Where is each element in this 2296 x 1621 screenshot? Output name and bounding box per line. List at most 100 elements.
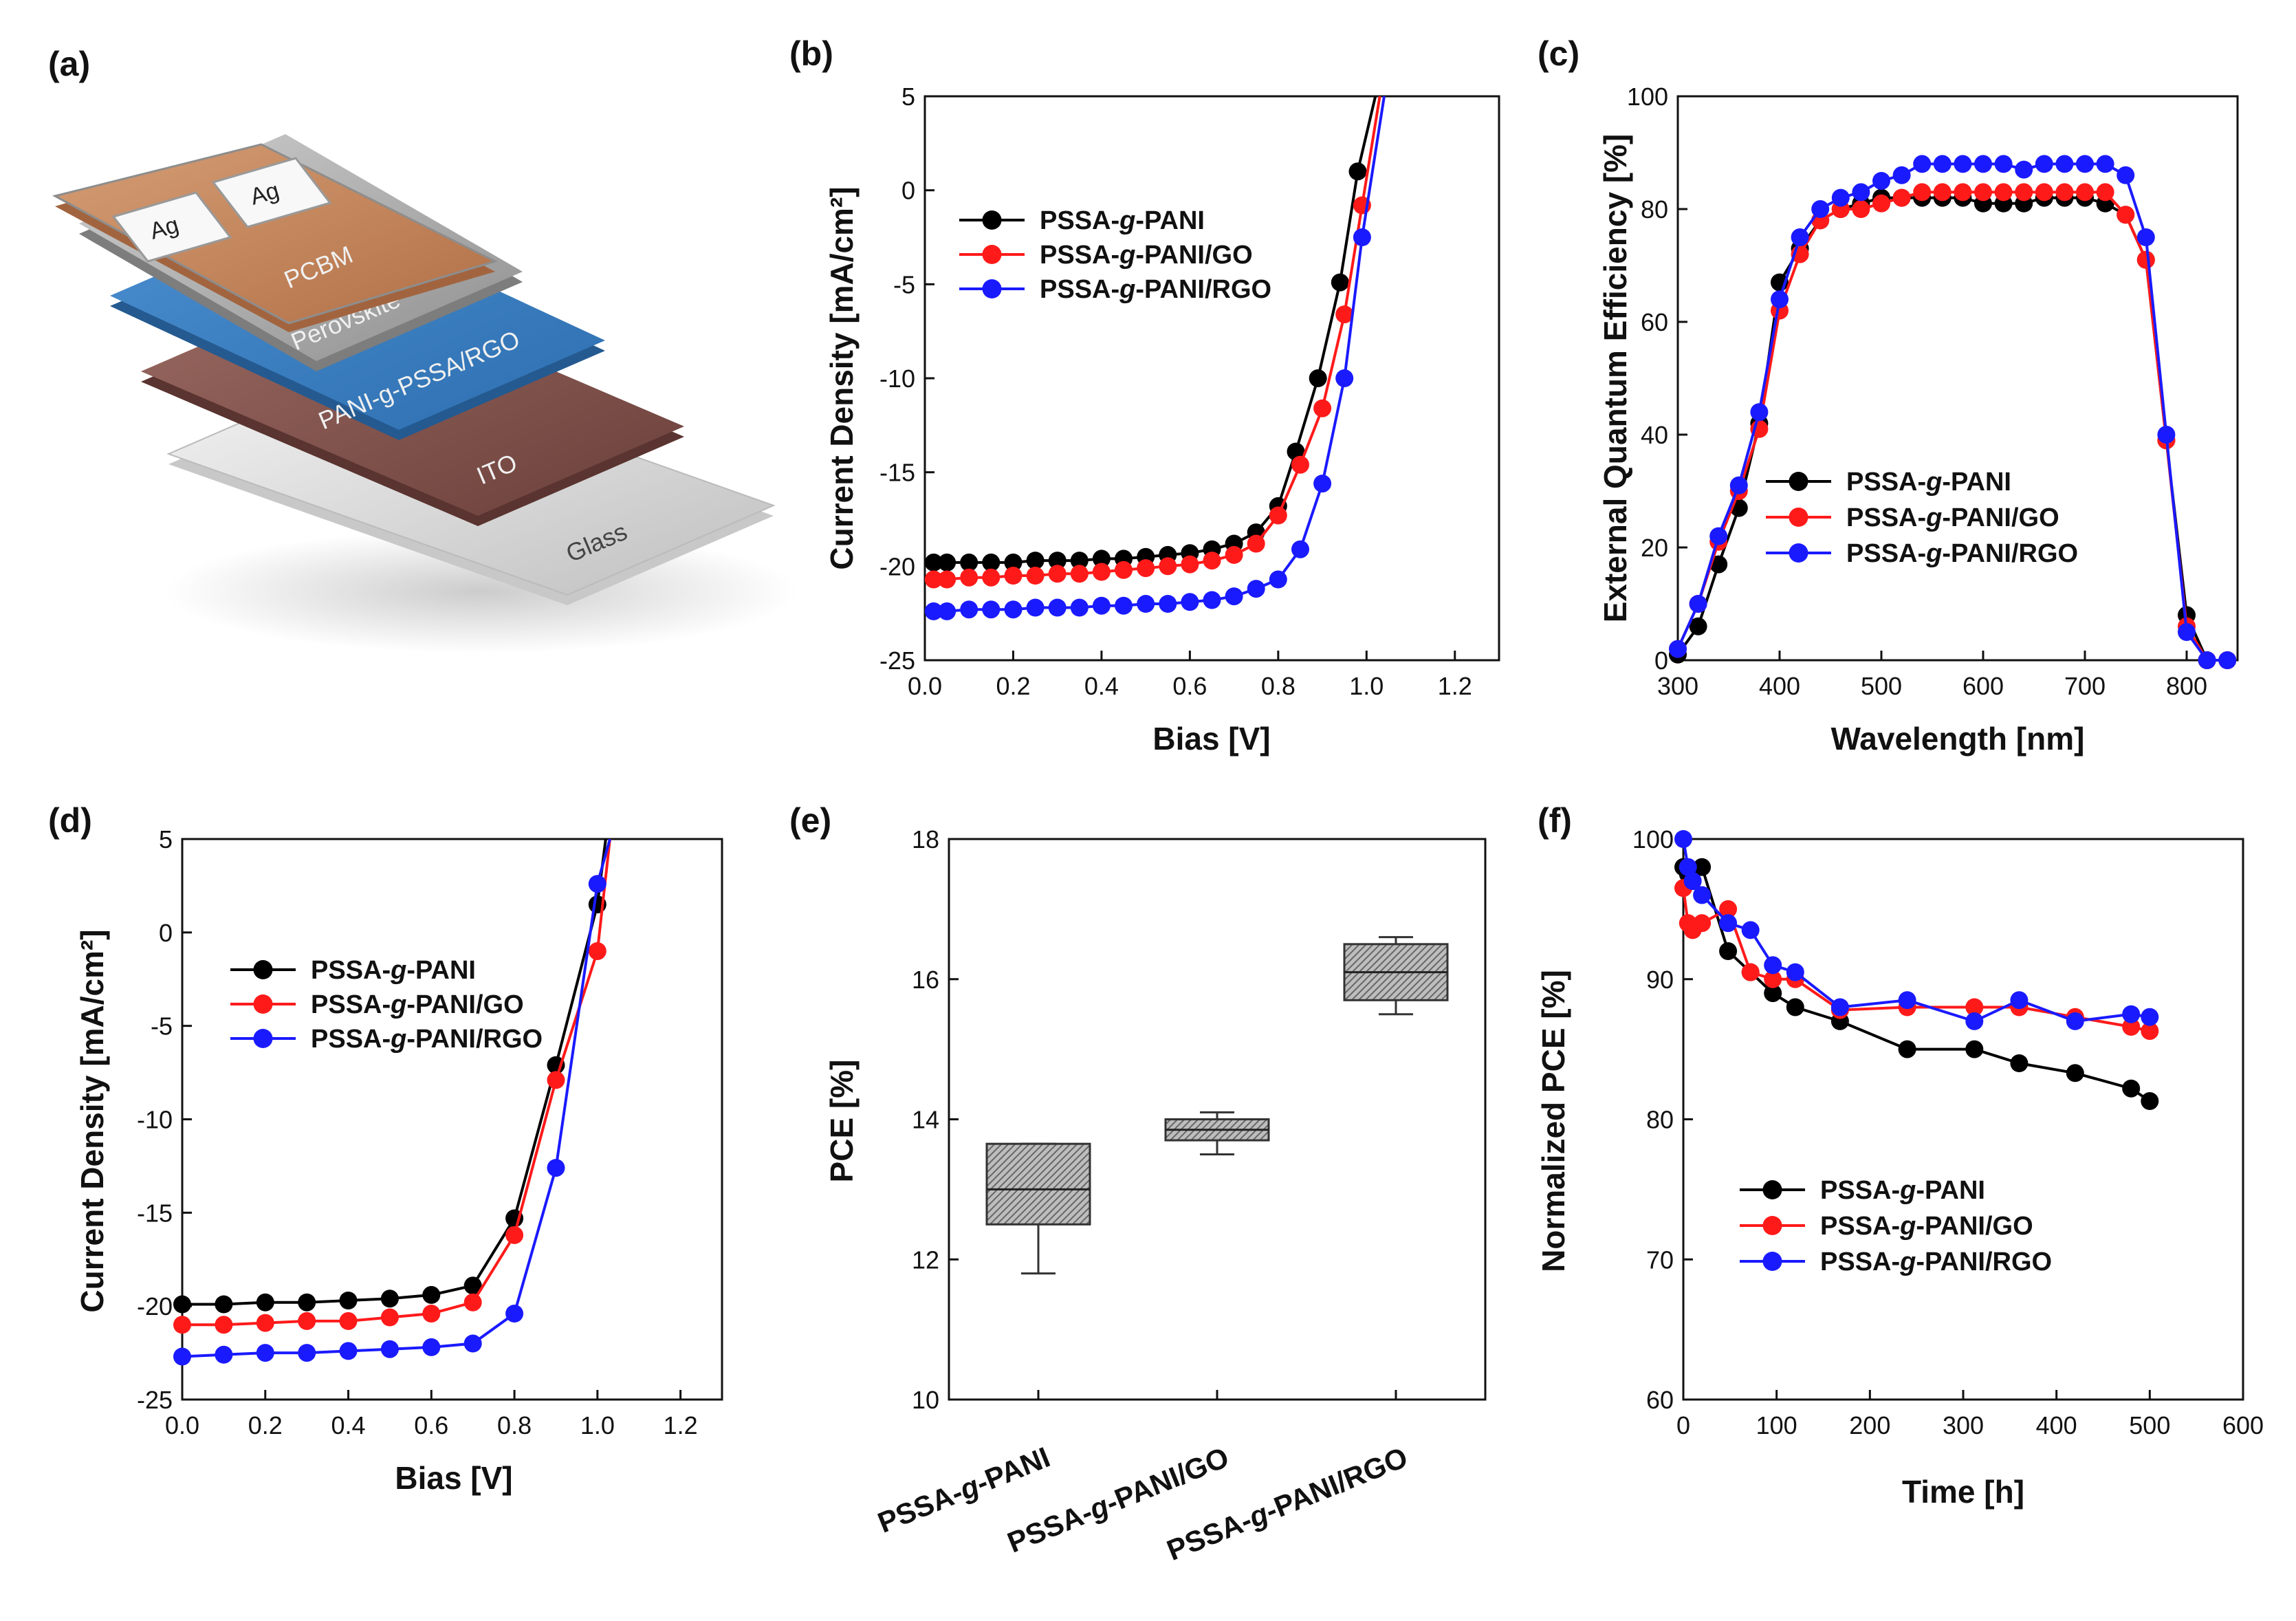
- legend-marker: [253, 960, 273, 979]
- data-point: [1764, 984, 1782, 1003]
- data-point: [2157, 426, 2176, 444]
- data-point: [938, 553, 956, 572]
- x-tick-label: 1.0: [580, 1411, 615, 1439]
- x-tick-label: 0.2: [996, 672, 1030, 700]
- x-tick-label: 0.0: [908, 672, 942, 700]
- data-point: [505, 1226, 524, 1244]
- data-point: [1070, 552, 1089, 570]
- data-point: [1004, 553, 1023, 572]
- data-point: [960, 600, 978, 619]
- data-point: [380, 1290, 399, 1308]
- ag-electrode-left: [111, 191, 232, 263]
- y-tick-label: 0: [159, 919, 173, 947]
- y-tick-label: 5: [901, 83, 915, 111]
- data-point: [1719, 900, 1738, 918]
- x-tick-label: 600: [2222, 1411, 2264, 1439]
- x-tick-label: 700: [2064, 672, 2106, 700]
- legend-marker: [253, 1029, 273, 1048]
- data-point: [2015, 183, 2033, 202]
- data-point: [2136, 228, 2155, 246]
- x-axis-label: Time [h]: [1902, 1474, 2024, 1510]
- data-point: [422, 1285, 441, 1304]
- data-point: [588, 875, 606, 893]
- data-point: [1092, 550, 1111, 568]
- data-point: [1348, 162, 1367, 181]
- y-tick-label: -10: [137, 1106, 173, 1134]
- x-tick-label: 0.0: [165, 1411, 199, 1439]
- legend-entry: PSSA-g-PANI/GO: [311, 990, 524, 1019]
- data-point: [215, 1345, 233, 1364]
- pcbm-layer: [52, 143, 499, 325]
- data-point: [1892, 188, 1911, 207]
- data-point: [1811, 200, 1830, 218]
- x-tick-label: 0.6: [1172, 672, 1207, 700]
- data-point: [2117, 206, 2135, 224]
- data-point: [2122, 1079, 2141, 1098]
- data-point: [1203, 552, 1221, 570]
- data-point: [1689, 617, 1707, 635]
- data-point: [2035, 183, 2053, 202]
- legend-entry: PSSA-g-PANI/RGO: [311, 1025, 543, 1054]
- data-point: [1872, 194, 1890, 213]
- data-point: [2010, 991, 2029, 1010]
- y-tick-label: 90: [1646, 966, 1674, 994]
- data-point: [1898, 991, 1916, 1010]
- data-point: [1689, 595, 1707, 613]
- y-axis-label: External Quantum Efficiency [%]: [1597, 134, 1633, 623]
- data-point: [1269, 570, 1287, 589]
- legend-marker: [253, 994, 273, 1014]
- y-tick-label: 0: [1654, 646, 1668, 675]
- data-point: [1954, 155, 1972, 173]
- data-point: [2096, 155, 2114, 173]
- data-point: [2117, 166, 2135, 184]
- data-point: [215, 1295, 233, 1314]
- data-point: [1004, 600, 1023, 619]
- chart-jv-b: 5 0 -5 -10 -15 -20 -250.0 0.2 0.4 0.6 0.8 1.0 1.2 Bia…: [824, 83, 1500, 757]
- data-point: [1335, 305, 1354, 324]
- data-point: [924, 602, 943, 620]
- data-point: [1913, 155, 1932, 173]
- y-tick-label: 70: [1646, 1245, 1674, 1274]
- data-point: [2141, 1008, 2159, 1026]
- y-tick-label: -10: [879, 365, 915, 393]
- data-point: [463, 1334, 482, 1353]
- data-point: [1026, 598, 1045, 617]
- x-tick-label: 0.8: [1261, 672, 1295, 700]
- data-point: [380, 1308, 399, 1327]
- data-point: [1026, 552, 1045, 570]
- data-point: [982, 553, 1001, 572]
- x-tick-label: 1.0: [1349, 672, 1384, 700]
- y-tick-label: -25: [879, 646, 915, 675]
- data-point: [1313, 399, 1332, 417]
- data-point: [339, 1312, 358, 1330]
- x-tick-label: 800: [2166, 672, 2207, 700]
- x-tick-label: 300: [1943, 1411, 1984, 1439]
- data-point: [1335, 369, 1354, 387]
- data-point: [422, 1338, 441, 1356]
- data-point: [339, 1342, 358, 1360]
- data-point: [1852, 183, 1870, 202]
- data-point: [2198, 651, 2216, 669]
- y-tick-label: 100: [1627, 83, 1668, 111]
- data-point: [2141, 1092, 2159, 1110]
- series-line: [1676, 191, 2228, 662]
- x-tick-label: 1.2: [664, 1411, 698, 1439]
- panel-label-c: (c): [1538, 34, 1579, 73]
- data-point: [256, 1344, 274, 1362]
- x-tick-label: 600: [1962, 672, 2004, 700]
- legend-entry: PSSA-g-PANI: [1040, 206, 1205, 235]
- data-point: [1933, 183, 1951, 202]
- data-point: [1247, 580, 1265, 598]
- data-point: [1965, 1012, 1984, 1030]
- data-point: [2218, 651, 2237, 669]
- legend-marker: [1762, 1252, 1782, 1271]
- data-point: [1771, 290, 1789, 309]
- y-axis-label: Normalized PCE [%]: [1535, 970, 1571, 1272]
- data-point: [1965, 998, 1984, 1016]
- y-tick-label: -20: [879, 552, 915, 580]
- data-point: [960, 568, 978, 587]
- y-tick-label: 40: [1641, 421, 1668, 449]
- data-point: [2055, 155, 2074, 173]
- data-point: [2055, 183, 2074, 202]
